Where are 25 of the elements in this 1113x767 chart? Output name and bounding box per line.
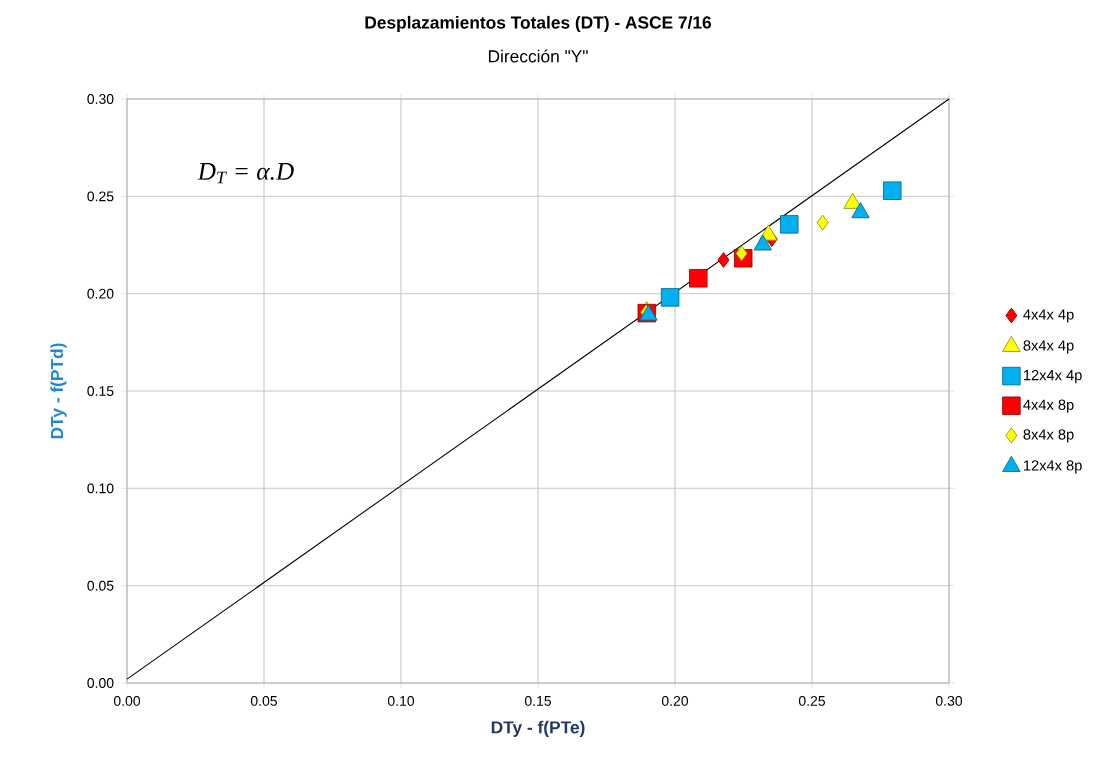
chart-subtitle: Dirección "Y" [488,49,588,63]
y-axis-title: DTy - f(PTd) [50,343,67,439]
x-tick-label: 0.05 [250,695,278,706]
annotation: D$_{T}$ = α.D [197,163,294,184]
x-tick-label: 0.15 [524,695,552,706]
x-tick-label: 0.25 [798,695,826,706]
y-tick-label: 0.15 [87,386,114,396]
legend-label: 8x4x 8p [1023,429,1074,443]
x-tick-label: 0.20 [661,695,689,706]
y-tick-label: 0.00 [87,678,114,688]
y-tick-label: 0.05 [87,580,114,591]
legend-label: 4x4x 8p [1023,399,1074,413]
chart-title: Desplazamientos Totales (DT) - ASCE 7/16 [365,15,712,33]
legend-label: 4x4x 4p [1023,309,1074,323]
legend-label: 12x4x 4p [1023,369,1082,384]
x-axis-title: DTy - f(PTe) [491,720,585,737]
y-tick-label: 0.25 [87,191,114,202]
legend-label: 8x4x 4p [1023,340,1074,354]
y-tick-label: 0.30 [87,94,114,104]
x-tick-label: 0.10 [387,695,415,706]
y-tick-label: 0.20 [87,288,114,299]
legend-label: 12x4x 8p [1023,460,1082,474]
x-tick-label: 0.00 [113,695,141,706]
x-tick-label: 0.30 [935,695,963,706]
y-tick-label: 0.10 [87,483,114,494]
